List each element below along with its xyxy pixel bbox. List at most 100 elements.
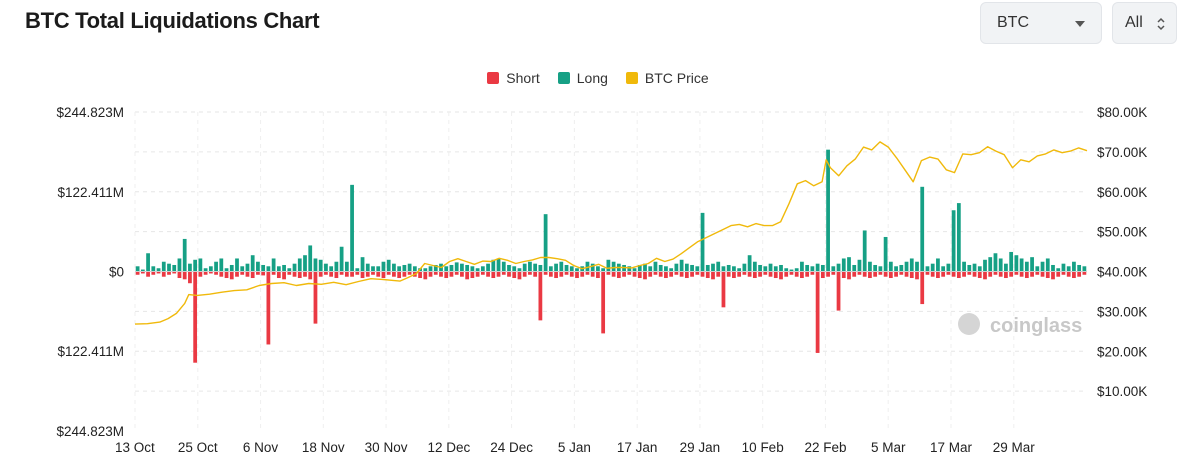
long-bar xyxy=(941,266,946,272)
short-bar xyxy=(214,271,218,275)
short-bar xyxy=(256,271,260,275)
long-bar xyxy=(135,266,140,272)
short-bar xyxy=(962,271,966,277)
short-bar xyxy=(794,271,799,277)
short-bar xyxy=(637,271,642,279)
long-bar xyxy=(758,264,762,272)
long-bar xyxy=(611,261,616,272)
short-bar xyxy=(439,271,443,277)
long-bar xyxy=(381,261,386,272)
btc-price-line xyxy=(134,141,1088,325)
long-bar xyxy=(501,261,506,272)
long-bar xyxy=(308,245,313,272)
long-bar xyxy=(721,266,726,272)
short-bar xyxy=(308,271,313,280)
short-bar xyxy=(721,271,726,308)
long-bar xyxy=(648,266,653,272)
watermark-text: coinglass xyxy=(990,315,1082,337)
long-bar xyxy=(214,261,218,272)
short-bar xyxy=(229,271,234,280)
long-bar xyxy=(261,264,266,272)
short-bar xyxy=(475,271,480,277)
long-bar xyxy=(282,264,286,272)
short-bar xyxy=(779,271,783,280)
short-bar xyxy=(135,271,140,275)
long-bar xyxy=(993,253,998,272)
short-bar xyxy=(664,271,668,279)
short-bar xyxy=(517,271,522,280)
long-bar xyxy=(831,266,836,272)
long-bar xyxy=(470,266,475,272)
long-bar xyxy=(386,259,391,272)
long-bar xyxy=(1035,266,1040,272)
short-bar xyxy=(156,271,161,274)
short-bar xyxy=(805,271,810,277)
short-bar xyxy=(684,271,689,279)
long-bar xyxy=(245,263,250,272)
short-bar xyxy=(303,271,307,277)
short-bar xyxy=(1040,271,1045,277)
long-bar xyxy=(868,261,872,272)
x-tick-label-2: 6 Nov xyxy=(243,440,279,455)
short-bar xyxy=(967,271,972,275)
short-bar xyxy=(878,271,883,275)
long-bar xyxy=(862,230,867,272)
long-bar xyxy=(229,264,234,272)
short-bar xyxy=(972,271,977,277)
long-bar xyxy=(188,263,192,272)
short-bar xyxy=(627,271,632,275)
short-bar xyxy=(261,271,266,276)
coinglass-logo-icon xyxy=(958,313,980,335)
long-bar xyxy=(559,261,564,272)
short-bar xyxy=(737,271,742,277)
long-bar xyxy=(454,262,459,272)
legend-item-long[interactable]: Long xyxy=(557,70,608,86)
chart-legend: Short Long BTC Price xyxy=(0,70,1196,86)
short-bar xyxy=(418,271,422,279)
short-bar xyxy=(1030,271,1034,277)
long-bar xyxy=(329,266,334,272)
long-bar xyxy=(528,261,532,272)
y-right-tick-label-0: $80.00K xyxy=(1097,105,1147,120)
long-bar xyxy=(643,263,647,272)
y-right-tick-label-3: $50.00K xyxy=(1097,225,1147,240)
legend-item-short[interactable]: Short xyxy=(487,70,540,86)
short-bar xyxy=(936,271,940,279)
long-bar xyxy=(423,268,428,272)
range-select-value: All xyxy=(1125,14,1143,31)
long-bar xyxy=(732,266,736,272)
short-bar xyxy=(465,271,470,280)
long-bar xyxy=(177,258,182,272)
short-bar xyxy=(831,271,836,275)
short-bar xyxy=(695,271,700,275)
x-tick-label-1: 25 Oct xyxy=(178,440,218,455)
short-bar xyxy=(376,271,381,277)
short-bar xyxy=(1082,271,1087,275)
short-bar xyxy=(1014,271,1019,275)
long-bar xyxy=(156,268,161,272)
short-bar xyxy=(988,271,993,277)
short-bar xyxy=(894,271,898,277)
long-bar xyxy=(998,258,1003,272)
short-bar xyxy=(454,271,459,275)
long-bar xyxy=(151,266,156,272)
long-bar xyxy=(507,264,511,272)
short-bar xyxy=(433,271,438,275)
long-bar xyxy=(313,258,318,272)
short-bar xyxy=(292,271,297,277)
short-bar xyxy=(622,271,626,277)
short-bar xyxy=(868,271,872,279)
legend-item-btc-price[interactable]: BTC Price xyxy=(625,70,709,86)
short-bar xyxy=(203,271,208,275)
long-bar xyxy=(894,266,898,272)
coin-select[interactable]: BTC xyxy=(980,2,1102,44)
long-bar xyxy=(1077,264,1082,272)
legend-swatch-btc-price xyxy=(625,72,638,84)
short-bar xyxy=(580,271,585,277)
short-bar xyxy=(1004,271,1008,279)
range-select[interactable]: All xyxy=(1112,2,1177,44)
long-bar xyxy=(371,266,375,272)
x-tick-label-12: 5 Mar xyxy=(871,440,906,455)
short-bar xyxy=(334,271,339,279)
long-bar xyxy=(988,257,993,272)
